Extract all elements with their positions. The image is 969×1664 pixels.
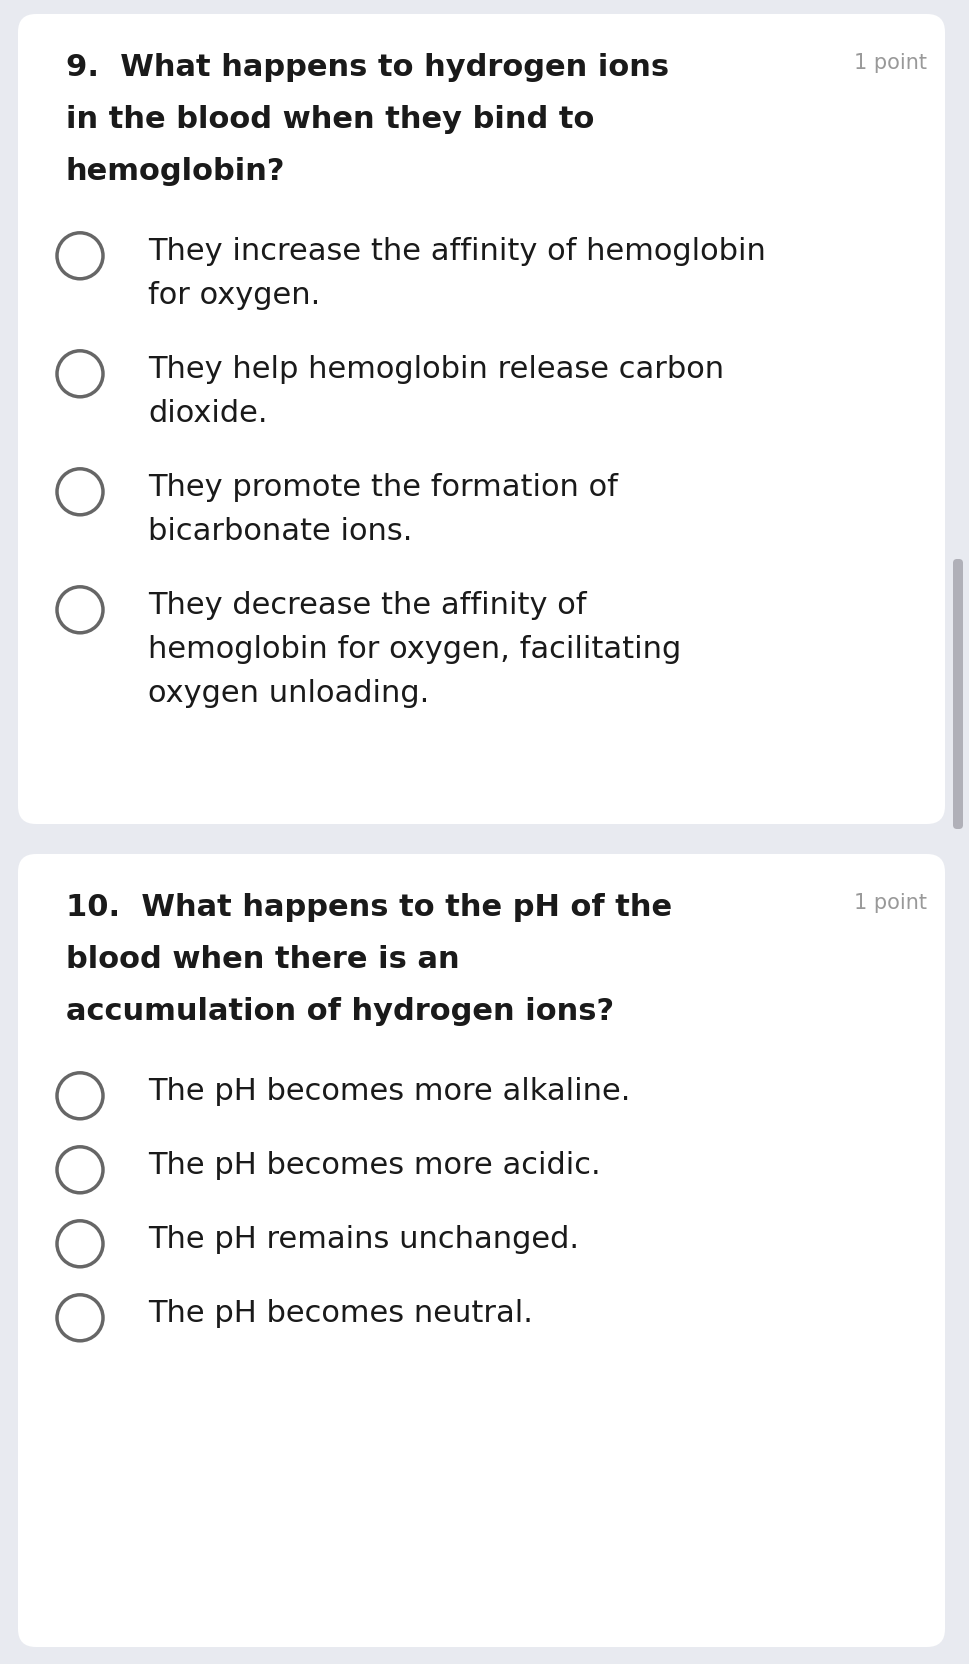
Text: They help hemoglobin release carbon: They help hemoglobin release carbon: [148, 354, 724, 384]
Text: dioxide.: dioxide.: [148, 399, 267, 428]
Text: blood when there is an: blood when there is an: [66, 945, 459, 973]
Text: hemoglobin?: hemoglobin?: [66, 156, 285, 186]
FancyBboxPatch shape: [18, 15, 944, 824]
Text: oxygen unloading.: oxygen unloading.: [148, 679, 429, 707]
Text: The pH becomes more alkaline.: The pH becomes more alkaline.: [148, 1077, 630, 1105]
Text: They promote the formation of: They promote the formation of: [148, 473, 617, 503]
Text: They decrease the affinity of: They decrease the affinity of: [148, 591, 586, 619]
FancyBboxPatch shape: [952, 559, 962, 829]
Text: bicarbonate ions.: bicarbonate ions.: [148, 518, 412, 546]
Text: They increase the affinity of hemoglobin: They increase the affinity of hemoglobin: [148, 236, 766, 266]
Text: The pH remains unchanged.: The pH remains unchanged.: [148, 1225, 578, 1253]
Text: 9.  What happens to hydrogen ions: 9. What happens to hydrogen ions: [66, 53, 669, 82]
Text: hemoglobin for oxygen, facilitating: hemoglobin for oxygen, facilitating: [148, 634, 680, 664]
Text: accumulation of hydrogen ions?: accumulation of hydrogen ions?: [66, 997, 613, 1025]
Text: 1 point: 1 point: [853, 53, 926, 73]
Text: in the blood when they bind to: in the blood when they bind to: [66, 105, 594, 133]
Text: The pH becomes more acidic.: The pH becomes more acidic.: [148, 1150, 600, 1180]
Text: for oxygen.: for oxygen.: [148, 281, 320, 310]
Text: 10.  What happens to the pH of the: 10. What happens to the pH of the: [66, 892, 672, 922]
Text: The pH becomes neutral.: The pH becomes neutral.: [148, 1298, 532, 1328]
FancyBboxPatch shape: [18, 855, 944, 1647]
Text: 1 point: 1 point: [853, 892, 926, 912]
